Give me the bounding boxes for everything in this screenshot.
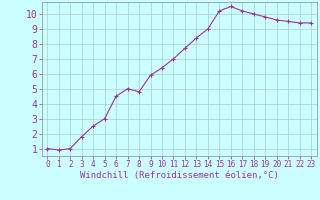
- X-axis label: Windchill (Refroidissement éolien,°C): Windchill (Refroidissement éolien,°C): [80, 171, 279, 180]
